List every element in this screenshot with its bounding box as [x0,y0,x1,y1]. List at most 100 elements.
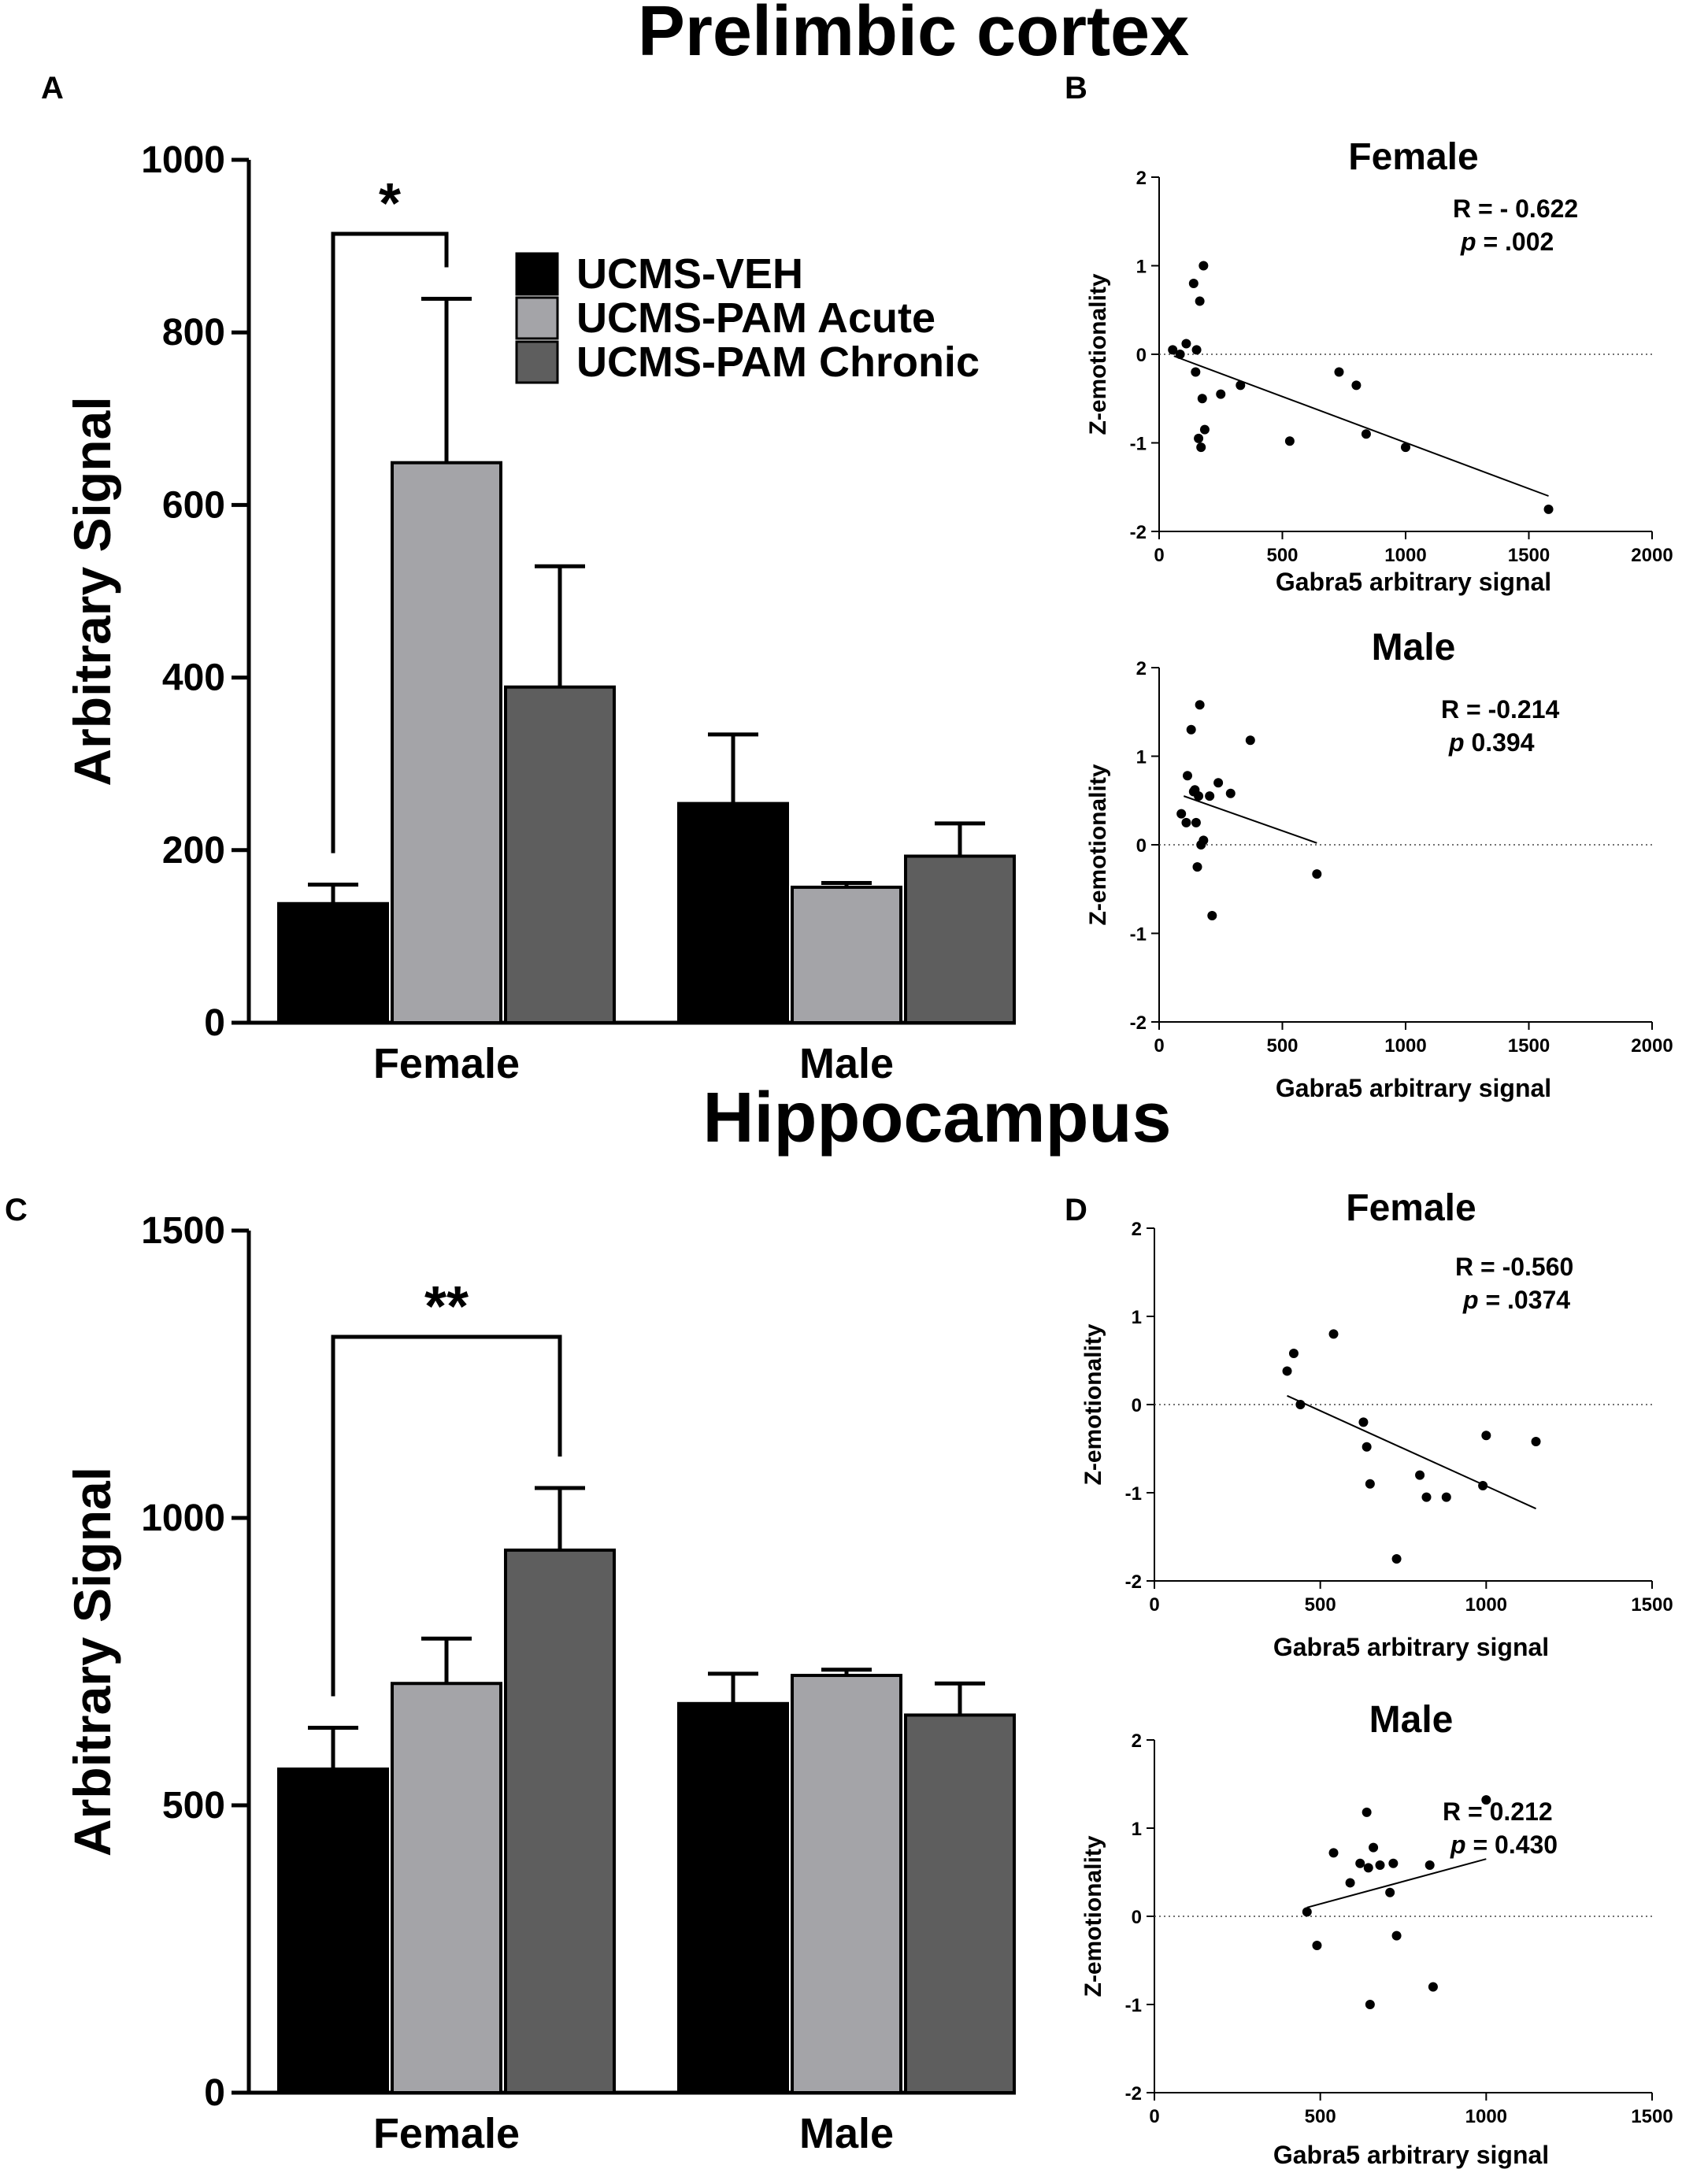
bar [677,801,789,1025]
y-tick-label: 200 [162,830,225,872]
data-point [1365,1479,1375,1489]
y-tick-label: 400 [162,657,225,699]
data-point [1191,345,1202,355]
y-tick-label: 1 [1132,1307,1142,1328]
legend-label: UCMS-PAM Chronic [576,339,980,386]
x-tick-label: 500 [1266,545,1298,566]
data-point [1213,778,1224,788]
data-point [1428,1982,1438,1992]
data-point [1181,817,1191,827]
data-point [1481,1431,1491,1441]
data-point [1543,504,1554,514]
data-point [1207,911,1217,920]
y-tick-label: 1 [1136,257,1147,278]
scatter-title: Male [1369,1699,1454,1741]
data-point [1385,1887,1395,1897]
data-point [1194,433,1204,443]
data-point [1191,367,1201,377]
data-point [1415,1470,1425,1480]
x-tick-label: 0 [1149,2106,1159,2127]
data-point [1191,817,1201,827]
x-tick-label: 2000 [1631,545,1673,566]
data-point [1478,1481,1488,1491]
data-point [1216,389,1226,399]
data-point [1245,735,1255,746]
data-point [1199,424,1210,435]
data-point [1421,1492,1432,1502]
p-value: 0.394 [1465,728,1535,757]
x-tick-label: 500 [1305,2106,1336,2127]
figure-title-hippocampus: Hippocampus [702,1079,1171,1157]
data-point [1186,724,1196,735]
x-tick-label: 1500 [1508,545,1550,566]
x-tick-label: 1000 [1384,1035,1426,1057]
y-tick-label: 2 [1136,168,1147,189]
data-point [1181,339,1191,349]
data-point [1288,1349,1299,1359]
data-point [1361,429,1371,439]
y-axis-title: Arbitrary Signal [63,1467,121,1856]
p-symbol: p [1462,1286,1479,1314]
y-tick-label: -2 [1130,522,1147,543]
y-tick-label: 800 [162,312,225,354]
data-point [1362,1442,1372,1452]
scatter-title: Male [1372,627,1456,668]
bar [391,1682,502,2094]
data-point [1328,1848,1339,1858]
legend-swatch [515,296,559,340]
x-axis-title: Gabra5 arbitrary signal [1273,1633,1549,1661]
correlation-r: R = -0.214 [1441,695,1560,724]
data-point [1176,809,1187,819]
data-point [1401,442,1410,453]
data-point [1195,700,1205,710]
p-value: = .0374 [1479,1286,1571,1314]
p-symbol: p [1450,1830,1466,1859]
x-axis-title: Gabra5 arbitrary signal [1276,568,1551,596]
correlation-p: p = .002 [1460,228,1554,256]
p-value: = .002 [1476,228,1554,256]
x-category-label: Female [373,1040,520,1087]
panel-label: D [1065,1193,1087,1227]
bar [904,1713,1016,2094]
data-point [1351,380,1362,391]
data-point [1197,394,1207,404]
y-tick-label: 2 [1132,1731,1142,1752]
x-tick-label: 1000 [1465,1594,1507,1616]
bar [391,461,502,1024]
data-point [1328,1329,1339,1339]
data-point [1188,279,1199,288]
y-tick-label: -1 [1130,924,1147,946]
regression-line [1306,1858,1487,1908]
x-axis-title: Gabra5 arbitrary signal [1276,1074,1551,1102]
y-axis-title: Z-emotionality [1080,1323,1106,1485]
y-axis-title: Z-emotionality [1080,1835,1106,1997]
y-tick-label: -2 [1130,1012,1147,1034]
data-point [1195,296,1205,306]
y-tick-label: -1 [1125,1483,1142,1505]
data-point [1312,869,1322,879]
correlation-p: p 0.394 [1448,728,1535,757]
y-tick-label: 1000 [141,139,225,181]
legend-label: UCMS-PAM Acute [576,294,935,342]
data-point [1205,791,1215,801]
data-point [1363,1863,1373,1873]
y-tick-label: 1000 [141,1497,225,1539]
correlation-p: p = .0374 [1462,1286,1570,1314]
x-tick-label: 1500 [1631,1594,1673,1616]
y-axis-title: Z-emotionality [1085,764,1111,925]
data-point [1345,1878,1355,1888]
data-point [1391,1930,1402,1941]
data-point [1225,788,1236,798]
y-tick-label: 0 [204,1002,225,1044]
bar [791,1674,902,2094]
data-point [1441,1492,1451,1502]
legend-swatch [515,340,559,384]
correlation-r: R = -0.560 [1455,1253,1573,1281]
data-point [1302,1907,1312,1917]
data-point [1168,345,1178,355]
y-tick-label: -2 [1125,1571,1142,1593]
panel-c-bar-chart: C 0 500 1000 1500 Arbitrary Signal Female Male *… [5,1193,1016,2157]
significance-bracket [331,1334,562,1697]
x-tick-label: 1500 [1508,1035,1550,1057]
regression-line [1287,1394,1536,1510]
